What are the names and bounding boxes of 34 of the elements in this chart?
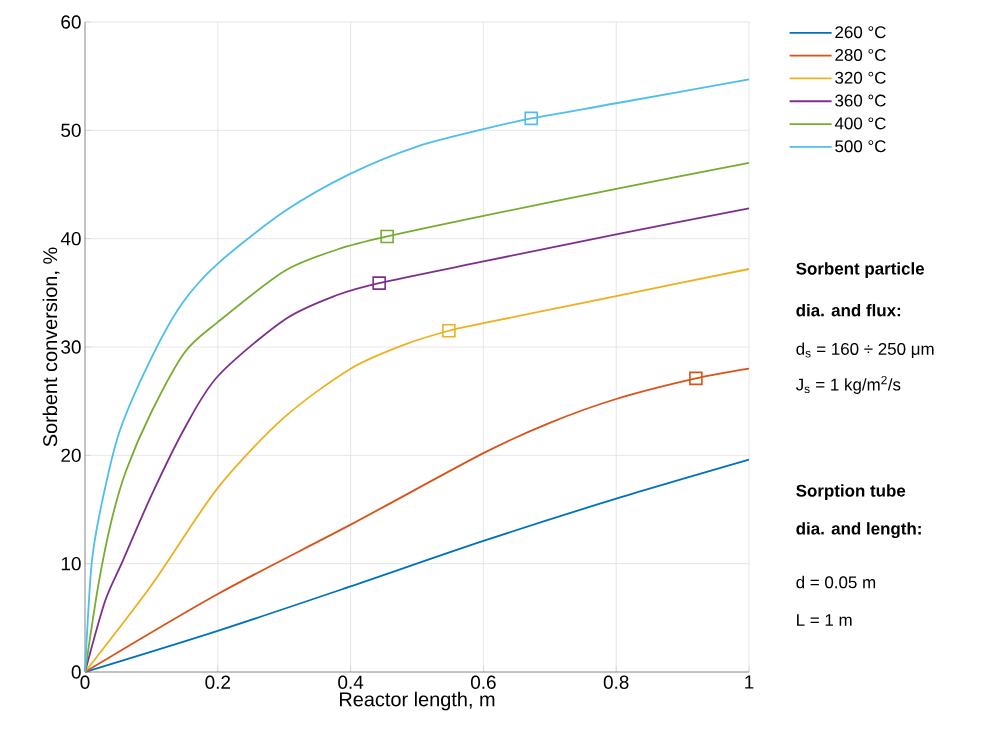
y-tick-label: 30	[61, 340, 81, 354]
text: L = 1 m	[797, 614, 852, 626]
point	[380, 229, 394, 244]
text: dia. and flux:	[796, 303, 901, 317]
text: Sorption tube	[796, 484, 906, 501]
x-tick-label: 1	[745, 675, 754, 689]
legend-label: 400 °C	[834, 117, 886, 130]
y-tick-label: 20	[61, 448, 81, 463]
point	[442, 323, 456, 338]
y-axis-title: Sorbent conversion, %	[42, 247, 60, 447]
y-tick-label: 40	[60, 231, 81, 246]
point	[689, 371, 703, 386]
x-tick-label: 0.4	[338, 675, 364, 689]
legend-label: 320 °C	[835, 71, 886, 84]
y-tick-label: 60	[61, 15, 81, 29]
text: J$_{s}$ = 1 kg/m$^{2}$/s	[795, 375, 901, 394]
point	[372, 276, 386, 290]
text: d = 0.05 m	[796, 575, 876, 589]
y-tick-label: 10	[61, 556, 81, 571]
legend-label: 260 °C	[835, 26, 886, 39]
y-tick-label: 50	[61, 123, 81, 138]
x-tick-label: 0	[80, 675, 90, 689]
x-tick-label: 0.8	[603, 675, 629, 689]
text: Sorbent particle	[796, 262, 925, 278]
x-tick-label: 0.6	[470, 675, 496, 689]
legend-label: 280 °C	[835, 48, 886, 61]
y-tick-label: 0	[71, 665, 81, 679]
legend-label: 500 °C	[835, 140, 886, 153]
legend-label: 360 °C	[835, 94, 886, 107]
text: d$_{s}$ = 160 ÷ 250 μm	[796, 342, 934, 359]
point	[524, 111, 539, 126]
x-tick-label: 0.2	[205, 675, 231, 689]
x-axis-title: Reactor length, m	[340, 691, 495, 711]
text: dia. and length:	[796, 522, 921, 539]
